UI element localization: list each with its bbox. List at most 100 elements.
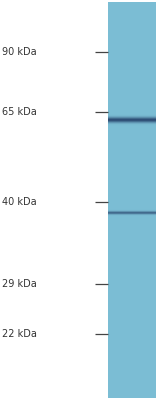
Bar (108, 215, 156, 216)
Bar (108, 214, 156, 215)
Bar (108, 125, 156, 126)
Bar (108, 118, 156, 119)
Bar (108, 212, 156, 214)
Bar (108, 120, 156, 122)
Bar (108, 116, 156, 118)
Bar (108, 113, 156, 114)
Bar (108, 209, 156, 210)
Bar (108, 126, 156, 127)
Bar (108, 213, 156, 214)
Bar (108, 119, 156, 120)
Bar (108, 126, 156, 127)
Bar (108, 122, 156, 123)
Bar (108, 121, 156, 122)
Bar (108, 208, 156, 209)
Bar (108, 209, 156, 210)
Bar (108, 124, 156, 125)
Bar (108, 116, 156, 117)
Bar (108, 114, 156, 115)
Bar (108, 212, 156, 213)
Bar (108, 209, 156, 210)
Bar (108, 208, 156, 209)
Bar (108, 2, 156, 398)
Bar (108, 212, 156, 213)
Bar (108, 212, 156, 213)
Bar (108, 119, 156, 120)
Bar (108, 120, 156, 121)
Bar (108, 119, 156, 120)
Bar (108, 208, 156, 209)
Bar (108, 125, 156, 126)
Bar (108, 118, 156, 119)
Bar (108, 118, 156, 120)
Bar (108, 211, 156, 212)
Bar (108, 126, 156, 128)
Bar (108, 212, 156, 213)
Bar (108, 209, 156, 210)
Bar (108, 115, 156, 116)
Bar (108, 211, 156, 212)
Bar (108, 114, 156, 115)
Bar (108, 117, 156, 118)
Bar (108, 214, 156, 215)
Bar (108, 120, 156, 121)
Bar (108, 122, 156, 123)
Bar (108, 121, 156, 122)
Text: 22 kDa: 22 kDa (2, 329, 36, 339)
Bar (108, 118, 156, 119)
Bar (108, 119, 156, 120)
Bar (108, 114, 156, 116)
Bar (108, 114, 156, 115)
Bar (108, 209, 156, 210)
Bar (108, 208, 156, 210)
Bar (108, 215, 156, 216)
Bar (108, 117, 156, 118)
Bar (108, 125, 156, 126)
Bar (108, 210, 156, 211)
Bar (108, 216, 156, 217)
Bar (108, 213, 156, 214)
Bar (108, 213, 156, 214)
Bar (108, 214, 156, 215)
Bar (108, 213, 156, 214)
Bar (108, 211, 156, 212)
Bar (108, 215, 156, 216)
Bar (108, 214, 156, 215)
Bar (108, 214, 156, 215)
Bar (108, 112, 156, 113)
Bar (108, 216, 156, 217)
Bar (108, 125, 156, 126)
Bar (108, 213, 156, 214)
Bar (108, 213, 156, 214)
Bar (108, 122, 156, 123)
Bar (108, 213, 156, 214)
Bar (108, 215, 156, 216)
Bar (108, 122, 156, 124)
Bar (108, 209, 156, 210)
Bar (108, 210, 156, 212)
Bar (108, 211, 156, 212)
Bar (108, 114, 156, 115)
Bar (108, 116, 156, 117)
Bar (108, 124, 156, 125)
Text: 29 kDa: 29 kDa (2, 279, 36, 289)
Bar (108, 212, 156, 213)
Text: 65 kDa: 65 kDa (2, 107, 36, 117)
Bar (108, 122, 156, 123)
Text: 90 kDa: 90 kDa (2, 47, 36, 57)
Bar (108, 116, 156, 117)
Bar (108, 213, 156, 214)
Bar (108, 208, 156, 209)
Bar (108, 215, 156, 216)
Bar (108, 123, 156, 124)
Bar (108, 113, 156, 114)
Bar (108, 117, 156, 118)
Bar (108, 211, 156, 212)
Bar (108, 210, 156, 211)
Bar (108, 118, 156, 119)
Bar (108, 212, 156, 213)
Bar (108, 117, 156, 118)
Bar (108, 216, 156, 217)
Bar (108, 216, 156, 217)
Bar (108, 112, 156, 113)
